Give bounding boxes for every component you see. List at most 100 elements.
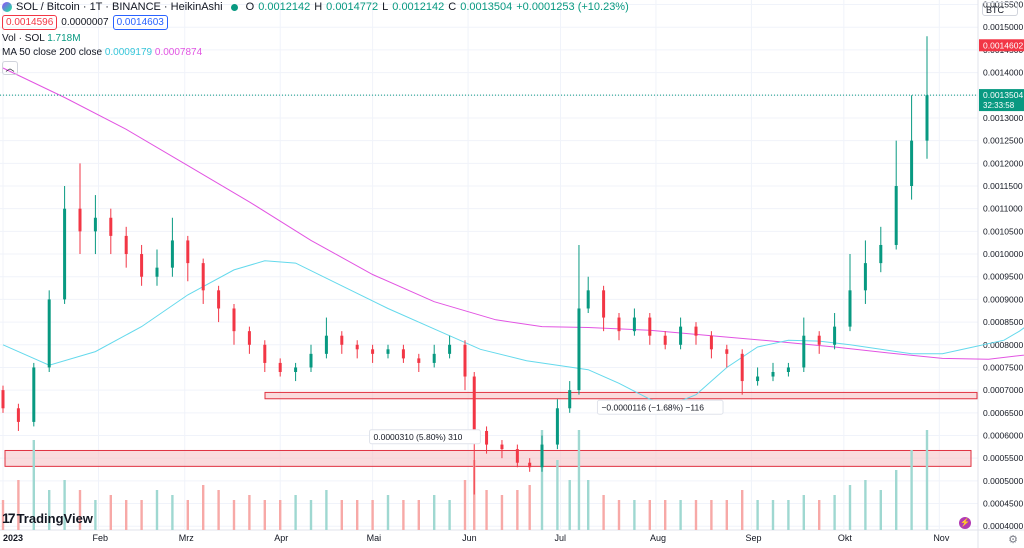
price-label-text: 0.0013504 [983, 90, 1023, 100]
lightning-icon[interactable]: ⚡ [959, 517, 971, 529]
candle-body [617, 317, 621, 332]
candle-body [528, 462, 532, 468]
candle-body [140, 254, 144, 277]
volume-bar [402, 500, 405, 530]
y-tick-label: 0.0011500 [983, 181, 1023, 191]
x-tick-label: Mai [367, 533, 382, 543]
volume-bar [771, 500, 775, 530]
candle-body [16, 408, 20, 422]
candle-body [577, 308, 581, 391]
volume-bar [448, 500, 451, 530]
candle-body [463, 344, 467, 377]
candle-body [109, 217, 113, 236]
volume-bar [664, 500, 667, 530]
currency-select[interactable]: BTC [982, 2, 1018, 16]
volume-bar [787, 500, 790, 530]
candle-body [709, 335, 713, 350]
ma-legend[interactable]: MA 50 close 200 close 0.0009179 0.000787… [2, 47, 203, 58]
candle-body [586, 290, 590, 309]
volume-bar [540, 430, 544, 530]
bid-button[interactable]: 0.0014596 [2, 15, 58, 30]
candle-body [155, 267, 159, 277]
volume-bar [879, 490, 882, 530]
volume-bar [17, 480, 20, 530]
volume-bar [617, 500, 621, 530]
y-tick-label: 0.0015000 [983, 22, 1023, 32]
candle-body [863, 263, 867, 291]
chevron-up-icon[interactable]: ︿ [2, 61, 18, 75]
volume-bar [864, 480, 867, 530]
volume-bar [125, 500, 128, 530]
volume-bar [202, 485, 205, 530]
candle-body [848, 290, 852, 327]
spread-value: 0.0000007 [61, 17, 109, 28]
countdown-text: 32:33:58 [983, 101, 1015, 110]
candle-body [401, 349, 405, 359]
volume-bar [725, 500, 728, 530]
volume-bar [568, 480, 571, 530]
candle-body [32, 367, 36, 422]
ma50-line [2, 260, 1024, 407]
candle-body [485, 430, 489, 445]
candle-body [648, 317, 652, 336]
volume-bar [802, 495, 805, 530]
candle-body [263, 344, 267, 363]
volume-bar [232, 500, 236, 530]
candle-body [817, 335, 821, 345]
x-tick-label: Sep [745, 533, 761, 543]
volume-bar [485, 490, 488, 530]
volume-bar [679, 500, 682, 530]
candle-body [417, 358, 421, 363]
candle-body [771, 371, 775, 377]
volume-bar [217, 490, 220, 530]
gear-icon[interactable]: ⚙ [1008, 534, 1018, 546]
volume-bar [833, 495, 836, 530]
candle-body [910, 140, 914, 186]
candle-body [602, 290, 606, 318]
candle-body [355, 344, 359, 350]
y-tick-label: 0.0015500 [983, 0, 1023, 10]
volume-bar [186, 500, 189, 530]
candle-body [679, 326, 683, 345]
x-tick-label: Aug [650, 533, 666, 543]
candle-body [232, 308, 236, 332]
volume-legend[interactable]: Vol · SOL 1.718M [2, 33, 81, 44]
volume-bar [433, 495, 436, 530]
volume-bar [325, 490, 328, 530]
volume-bar [356, 500, 359, 530]
volume-bar [556, 460, 559, 530]
volume-bar [741, 490, 744, 530]
candle-body [448, 344, 452, 354]
x-tick-label: Jun [462, 533, 477, 543]
candle-body [786, 367, 790, 372]
candle-body [201, 263, 205, 291]
volume-bar [577, 430, 581, 530]
y-tick-label: 0.0010000 [983, 249, 1023, 259]
symbol-title[interactable]: SOL / Bitcoin · 1T · BINANCE · HeikinAsh… [16, 1, 223, 13]
support-zone [4, 449, 972, 467]
volume-bar [925, 430, 929, 530]
volume-bar [417, 500, 420, 530]
ask-button[interactable]: 0.0014603 [112, 15, 168, 30]
candle-body [63, 208, 67, 300]
candle-body [340, 335, 344, 345]
candle-body [568, 390, 572, 409]
candle-body [515, 449, 519, 463]
volume-bar [94, 500, 97, 530]
candle-body [555, 408, 559, 445]
measure-box [369, 429, 481, 445]
volume-bar [848, 485, 852, 530]
price-label [979, 39, 1024, 52]
y-tick-label: 0.0006000 [983, 431, 1023, 441]
volume-bar [633, 500, 636, 530]
candle-body [802, 335, 806, 368]
tradingview-logo[interactable]: 17 TradingView [2, 510, 93, 526]
candle-body [1, 390, 5, 409]
y-tick-label: 0.0012000 [983, 158, 1023, 168]
volume-bar [710, 500, 713, 530]
candle-body [879, 244, 883, 264]
volume-bar [895, 470, 898, 530]
change-value: +0.0001253 (+10.23%) [516, 1, 629, 13]
candle-body [663, 335, 667, 345]
